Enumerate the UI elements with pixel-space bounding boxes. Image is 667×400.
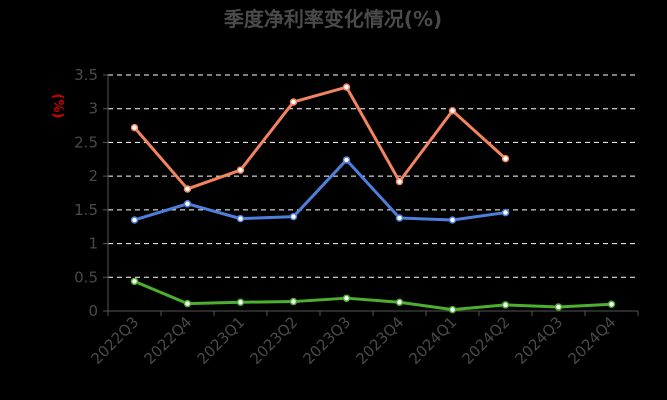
data-point — [130, 277, 139, 286]
y-tick-label: 3 — [88, 100, 98, 118]
data-point — [130, 216, 139, 224]
data-point — [289, 98, 298, 106]
data-point — [289, 297, 298, 306]
data-point — [395, 298, 404, 306]
data-point — [448, 106, 457, 115]
axes — [107, 75, 639, 316]
x-tick-label: 2022Q4 — [141, 313, 196, 368]
data-point — [501, 301, 510, 309]
data-point — [607, 300, 616, 309]
x-tick-labels: 2022Q32022Q42023Q12023Q22023Q32023Q42024… — [88, 313, 620, 368]
chart-title: 季度净利率变化情况(%) — [223, 7, 442, 31]
data-point — [448, 305, 457, 314]
y-tick-label: 3.5 — [74, 66, 98, 84]
data-point — [342, 156, 351, 164]
data-point — [395, 214, 404, 222]
x-tick-label: 2024Q3 — [512, 313, 567, 368]
series-1 — [130, 83, 510, 193]
data-point — [448, 216, 457, 224]
series-group — [130, 83, 616, 314]
data-point — [183, 299, 192, 308]
x-tick-label: 2024Q1 — [406, 313, 461, 368]
y-axis-label: (%) — [50, 94, 65, 119]
data-point — [501, 154, 510, 163]
series-2 — [130, 156, 510, 224]
data-point — [501, 208, 510, 217]
data-point — [342, 294, 351, 302]
grid-lines — [103, 74, 638, 312]
data-point — [130, 123, 139, 132]
data-point — [236, 166, 245, 174]
x-tick-label: 2023Q4 — [353, 313, 408, 368]
x-tick-label: 2023Q1 — [194, 313, 249, 368]
data-point — [554, 303, 563, 311]
data-point — [289, 212, 298, 221]
y-tick-label: 2.5 — [74, 133, 98, 151]
x-tick-label: 2024Q4 — [565, 313, 620, 368]
data-point — [236, 298, 245, 306]
x-tick-label: 2022Q3 — [88, 313, 143, 368]
data-point — [342, 83, 351, 91]
data-point — [395, 177, 404, 186]
y-tick-label: 1.5 — [74, 201, 98, 219]
series-line — [133, 85, 507, 191]
y-tick-label: 0.5 — [74, 268, 98, 286]
x-tick-label: 2024Q2 — [459, 313, 514, 368]
data-point — [236, 214, 245, 223]
series-3 — [130, 277, 616, 314]
y-tick-label: 0 — [88, 302, 98, 320]
series-line — [134, 158, 506, 222]
y-tick-label: 1 — [88, 235, 98, 253]
x-tick-label: 2023Q2 — [247, 313, 302, 368]
data-point — [183, 185, 192, 193]
series-line — [133, 279, 612, 312]
x-tick-label: 2023Q3 — [300, 313, 355, 368]
y-tick-label: 2 — [88, 167, 98, 185]
y-tick-labels: 0 0.5 1 1.5 2 2.5 3 3.5 — [74, 66, 98, 320]
data-point — [183, 200, 192, 208]
